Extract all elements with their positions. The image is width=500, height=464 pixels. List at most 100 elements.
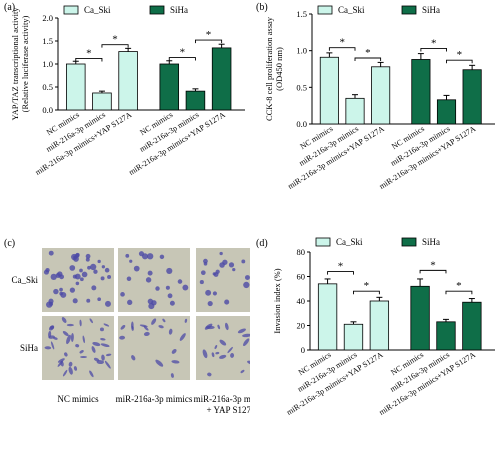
cell: [182, 284, 189, 291]
legend-label: Ca_Ski: [338, 5, 365, 15]
cell: [48, 330, 52, 338]
cell: [73, 366, 78, 371]
cell: [147, 298, 154, 305]
significance-star: *: [365, 47, 371, 59]
cell: [70, 333, 74, 342]
bar: [436, 321, 456, 351]
y-tick-label: 0.0: [296, 119, 307, 129]
cell: [57, 271, 63, 277]
significance-star: *: [431, 37, 437, 49]
cell: [66, 323, 74, 327]
column-label: miR-216a-3p mimics: [116, 394, 193, 404]
panel-label: (d): [256, 238, 268, 249]
cell: [171, 349, 177, 354]
cell: [75, 343, 80, 348]
cell: [139, 324, 148, 328]
bar: [92, 92, 112, 111]
cell: [50, 325, 55, 330]
cell: [244, 275, 250, 281]
significance-star: *: [86, 47, 92, 59]
cell: [81, 271, 88, 278]
cell: [199, 280, 204, 285]
y-tick-label: 0: [301, 345, 305, 355]
cell: [79, 350, 84, 354]
cell: [69, 265, 76, 271]
y-tick-label: 1.5: [296, 9, 307, 19]
cell: [237, 328, 246, 334]
cell: [200, 270, 206, 276]
bar: [462, 69, 482, 125]
panel-a: (a) 0.0 0.5 1.0 1.5 2.0 YAP/TAZ transcription…: [0, 0, 250, 232]
legend-label: SiHa: [170, 5, 188, 15]
cell: [230, 352, 235, 358]
cell: [207, 300, 213, 307]
cell: [86, 298, 91, 303]
cell: [241, 259, 246, 264]
bar: [317, 283, 338, 351]
micrograph-bg: [196, 316, 250, 380]
cell: [219, 251, 223, 256]
micrograph: [42, 316, 114, 380]
legend-swatch: [149, 5, 165, 15]
micrograph: [42, 248, 114, 312]
micrograph: [118, 316, 190, 380]
cell: [219, 354, 227, 359]
panel-d: (d) 0 20 40 60 80 Invasion index (%) Ca_Ski SiH…: [250, 232, 500, 464]
cell: [82, 335, 85, 344]
cell: [243, 338, 250, 347]
column-label: + YAP S127A: [207, 405, 250, 415]
y-tick-label: 60: [297, 272, 306, 282]
panel-c: (c) Ca_Ski SiHa NC mimics miR-216a-3p mimic…: [0, 232, 250, 464]
cell: [224, 322, 229, 331]
cell: [240, 369, 245, 374]
cell: [155, 359, 164, 367]
micrograph-bg: [118, 316, 190, 380]
cell: [104, 300, 111, 307]
cell: [68, 366, 73, 375]
cell: [179, 333, 186, 341]
legend-swatch: [401, 237, 417, 247]
legend-swatch: [315, 237, 331, 247]
cell: [219, 339, 227, 346]
cell: [97, 297, 101, 302]
cell: [57, 360, 64, 367]
cell: [148, 303, 155, 310]
bar: [343, 323, 364, 351]
row-label: SiHa: [20, 343, 38, 353]
y-tick-label: 2.0: [42, 13, 53, 23]
cell: [133, 265, 140, 272]
cell: [127, 299, 133, 306]
significance-bracket: [168, 57, 196, 61]
cell: [72, 274, 77, 279]
y-tick-label: 0.5: [42, 82, 53, 92]
cell: [79, 268, 83, 273]
micrograph-grid: Ca_Ski SiHa NC mimics miR-216a-3p mimics miR…: [11, 248, 250, 415]
y-axis-label: Invasion index (%): [272, 268, 282, 333]
cell: [120, 324, 126, 330]
significance-star: *: [457, 49, 463, 61]
cell: [151, 318, 157, 325]
y-axis-label: YAP/TAZ transcriptional activity: [10, 7, 20, 121]
cell: [165, 285, 170, 290]
cell: [228, 262, 235, 268]
cell: [69, 287, 76, 293]
cell: [155, 286, 160, 291]
cell: [68, 361, 73, 367]
cell: [101, 354, 105, 361]
bar: [411, 59, 431, 125]
bar: [462, 301, 482, 351]
significance-bracket: [419, 269, 447, 274]
cell: [80, 356, 88, 359]
y-tick-label: 0.0: [42, 105, 53, 115]
panel-label: (a): [4, 2, 16, 13]
cell: [184, 318, 188, 323]
cell: [64, 352, 68, 357]
micrograph: [196, 248, 250, 312]
significance-bracket: [75, 58, 103, 62]
cell: [162, 318, 166, 323]
cell: [53, 337, 58, 340]
cell: [101, 265, 105, 269]
y-tick-label: 80: [297, 247, 306, 257]
cell: [72, 298, 78, 304]
cell: [90, 263, 97, 271]
